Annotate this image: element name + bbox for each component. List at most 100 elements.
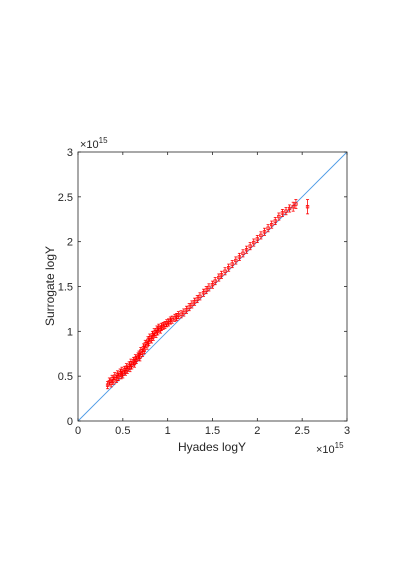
point-marker xyxy=(149,337,154,342)
data-point xyxy=(147,338,151,347)
point-marker xyxy=(109,381,113,385)
point-marker xyxy=(223,269,227,273)
point-marker xyxy=(244,248,249,252)
y-tick-label: 0.5 xyxy=(58,371,73,383)
data-point xyxy=(152,328,156,337)
point-marker xyxy=(136,354,140,359)
data-point xyxy=(201,288,206,297)
data-point xyxy=(145,341,149,350)
data-point xyxy=(121,370,125,379)
data-point xyxy=(123,367,128,376)
point-marker xyxy=(248,244,252,248)
data-point xyxy=(213,277,217,286)
point-marker xyxy=(155,327,159,332)
point-marker xyxy=(230,262,234,266)
point-marker xyxy=(259,233,263,238)
point-marker xyxy=(255,237,259,241)
point-marker xyxy=(116,375,121,379)
point-marker xyxy=(213,279,217,283)
point-marker xyxy=(262,230,267,234)
point-marker xyxy=(146,338,150,342)
point-marker xyxy=(161,324,165,328)
point-marker xyxy=(284,209,288,213)
data-point xyxy=(255,234,259,243)
data-point xyxy=(163,321,167,330)
point-marker xyxy=(147,340,151,344)
point-marker xyxy=(241,251,245,255)
point-marker xyxy=(280,211,285,215)
data-point xyxy=(270,220,274,229)
point-marker xyxy=(184,308,189,312)
point-marker xyxy=(273,219,277,223)
data-point xyxy=(277,212,281,221)
data-point xyxy=(161,321,165,330)
data-point xyxy=(266,224,270,233)
y-tick-label: 1 xyxy=(67,326,73,338)
point-marker xyxy=(152,330,156,334)
point-marker xyxy=(198,294,202,299)
y-tick-label: 2.5 xyxy=(58,192,73,204)
x-exponent-label: ×1015 xyxy=(316,441,344,456)
data-point xyxy=(252,238,256,247)
point-marker xyxy=(151,335,155,339)
point-marker xyxy=(110,377,114,381)
point-marker xyxy=(277,214,281,219)
data-point xyxy=(116,373,121,382)
point-marker xyxy=(234,258,238,263)
point-marker xyxy=(305,205,310,209)
data-point xyxy=(190,300,194,309)
data-point xyxy=(166,318,171,327)
data-point xyxy=(262,227,267,236)
point-marker xyxy=(123,370,128,374)
x-tick-label: 2.5 xyxy=(295,425,310,437)
point-marker xyxy=(168,318,173,323)
data-point xyxy=(284,207,288,216)
data-point xyxy=(210,280,215,289)
point-marker xyxy=(113,374,117,378)
x-tick-label: 1 xyxy=(165,425,171,437)
data-point xyxy=(248,242,252,251)
point-marker xyxy=(148,335,152,340)
data-point xyxy=(165,319,169,328)
point-marker xyxy=(119,373,123,377)
data-point xyxy=(198,292,202,301)
data-point xyxy=(273,217,277,226)
data-point xyxy=(305,199,310,215)
data-point xyxy=(280,208,285,217)
y-tick-label: 3 xyxy=(67,147,73,159)
data-point xyxy=(179,310,183,319)
point-marker xyxy=(179,312,183,316)
data-point xyxy=(187,303,191,312)
point-marker xyxy=(130,363,134,368)
data-point xyxy=(207,283,211,292)
data-point xyxy=(168,316,173,325)
point-marker xyxy=(195,297,199,301)
point-marker xyxy=(237,255,242,259)
point-marker xyxy=(252,240,256,245)
data-point xyxy=(234,256,238,265)
point-marker xyxy=(174,315,179,319)
point-marker xyxy=(128,366,132,370)
data-point xyxy=(182,308,186,317)
y-tick-label: 1.5 xyxy=(58,282,73,294)
data-point xyxy=(291,201,295,212)
y-tick-label: 0 xyxy=(67,416,73,428)
data-point xyxy=(130,361,134,370)
point-marker xyxy=(107,379,112,384)
point-marker xyxy=(142,348,147,352)
data-point xyxy=(294,199,298,209)
point-marker xyxy=(159,325,164,329)
data-point xyxy=(219,270,224,279)
point-marker xyxy=(226,266,231,270)
x-tick-label: 0 xyxy=(75,425,81,437)
data-point xyxy=(244,245,249,254)
x-tick-label: 2 xyxy=(254,425,260,437)
data-point xyxy=(241,249,245,258)
y-exponent-label: ×1015 xyxy=(80,136,108,151)
point-marker xyxy=(121,372,125,377)
point-marker xyxy=(294,202,298,206)
point-marker xyxy=(190,302,194,307)
data-point xyxy=(146,336,150,345)
point-marker xyxy=(138,355,142,359)
